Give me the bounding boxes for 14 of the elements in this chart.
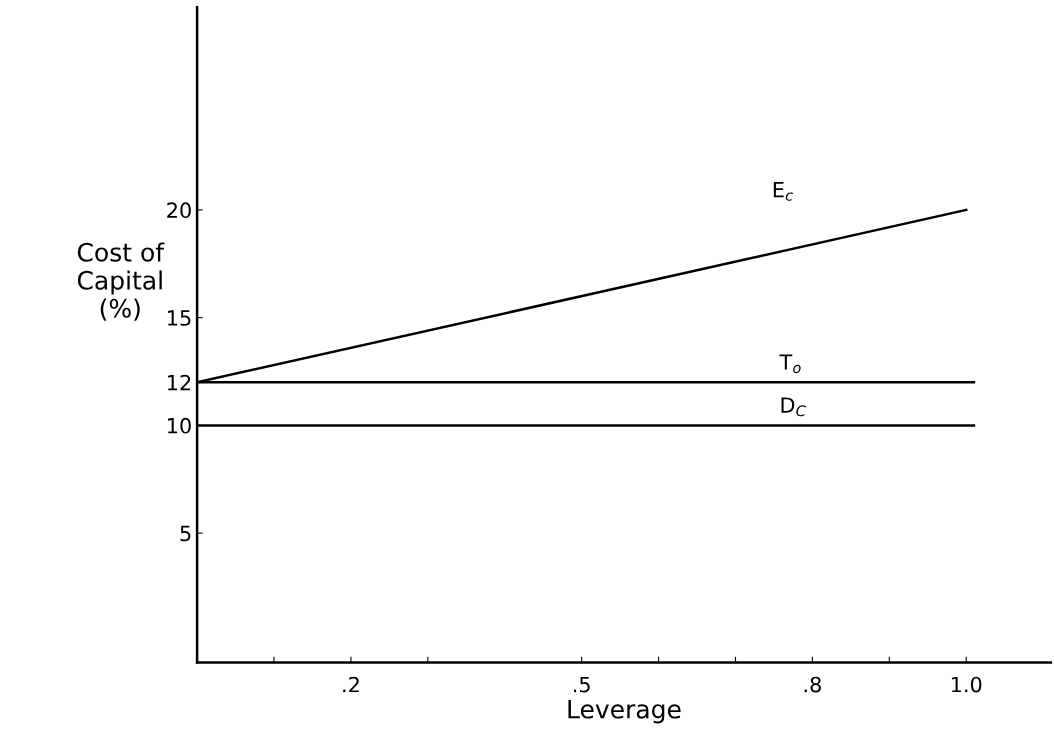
x-tick-label: .8 — [804, 676, 821, 693]
y-tick-label: 15 — [168, 310, 191, 326]
series-label: T$_{o}$ — [779, 354, 801, 374]
text: E$_{c}$ — [773, 182, 793, 201]
y-tick-label: 12 — [168, 374, 191, 391]
series-label: D$_{C}$ — [781, 397, 806, 417]
y-tick-label: 10 — [168, 417, 191, 434]
x-tick-label: .5 — [573, 676, 590, 693]
x-tick-label: .2 — [343, 676, 359, 693]
x-axis-title: Leverage — [568, 700, 681, 724]
y-axis-title: Cost of Capital (%) — [77, 242, 165, 321]
y-tick-label: 20 — [167, 202, 191, 219]
x-tick-label: 1.0 — [951, 676, 982, 693]
y-tick-label: 5 — [180, 525, 191, 542]
